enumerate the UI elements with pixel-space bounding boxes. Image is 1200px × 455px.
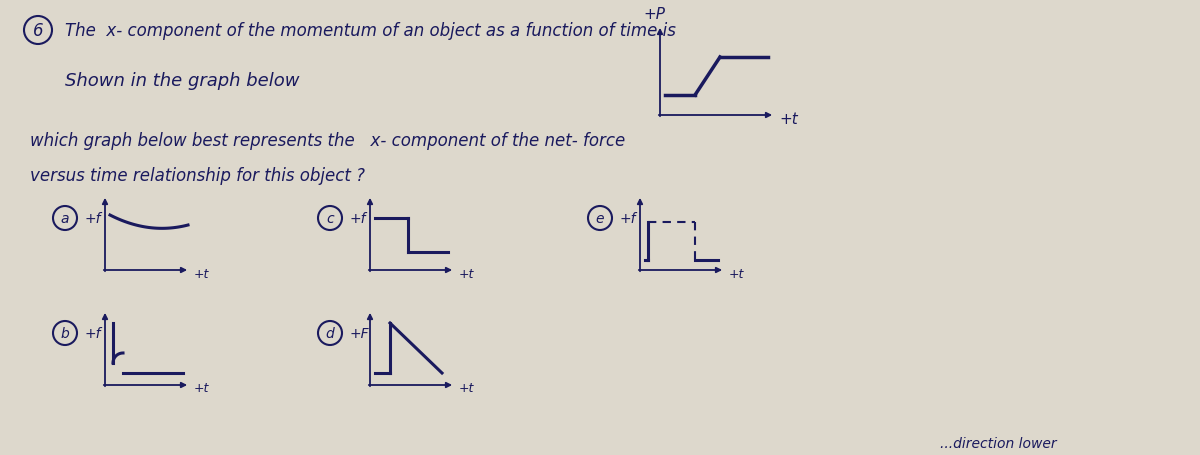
Text: versus time relationship for this object ?: versus time relationship for this object… [30,167,365,185]
Text: e: e [595,212,605,226]
Text: a: a [61,212,70,226]
Text: b: b [61,326,70,340]
Text: +P: +P [643,7,665,22]
Text: +f: +f [85,326,102,340]
Text: +t: +t [730,267,744,280]
Text: The  x- component of the momentum of an object as a function of time is: The x- component of the momentum of an o… [65,22,676,40]
Text: c: c [326,212,334,226]
Text: which graph below best represents the   x- component of the net- force: which graph below best represents the x-… [30,131,625,150]
Text: +t: +t [458,267,474,280]
Text: +t: +t [458,382,474,394]
Text: +t: +t [194,267,209,280]
Text: Shown in the graph below: Shown in the graph below [65,72,300,90]
Text: ...direction lower: ...direction lower [940,436,1057,450]
Text: +t: +t [779,111,798,126]
Text: 6: 6 [32,22,43,40]
Text: +f: +f [350,212,366,226]
Text: +f: +f [620,212,636,226]
Text: d: d [325,326,335,340]
Text: +f: +f [85,212,102,226]
Text: +F: +F [350,326,370,340]
Text: +t: +t [194,382,209,394]
